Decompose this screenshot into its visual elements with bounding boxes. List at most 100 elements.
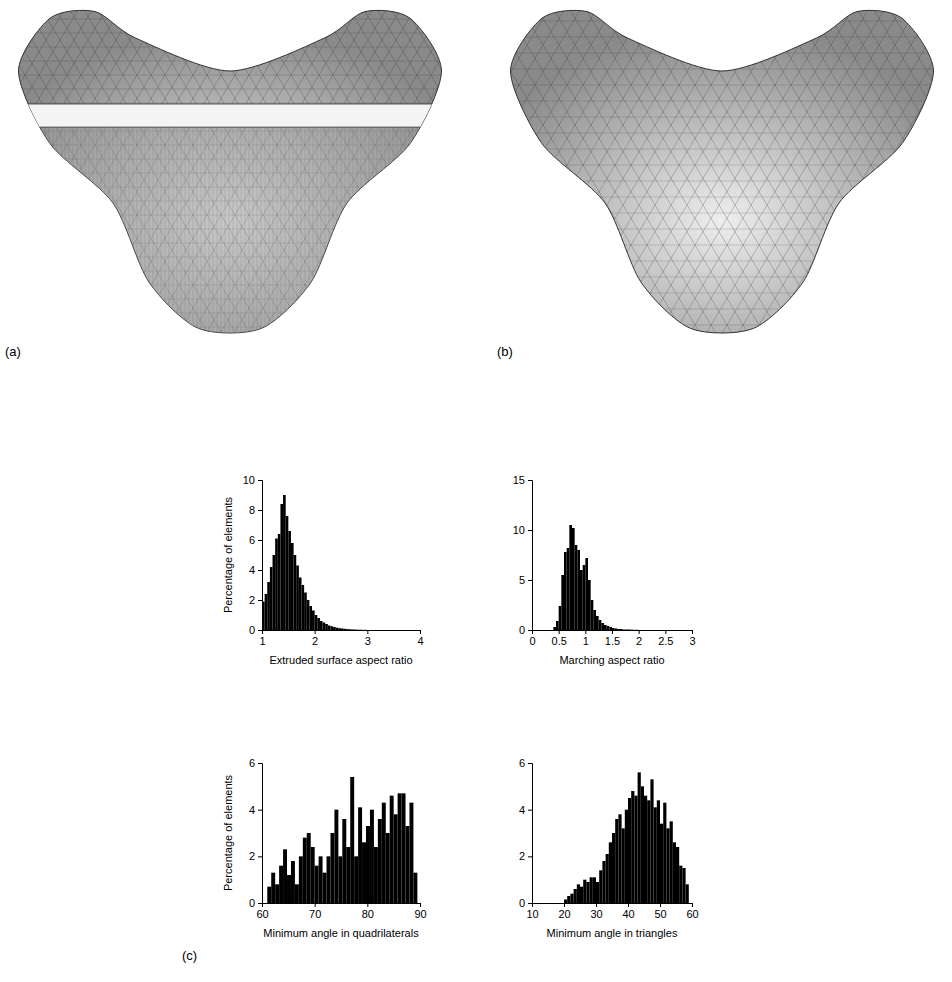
mesh-edge	[125, 124, 126, 335]
mesh-edge	[337, 5, 535, 335]
tick-label: 0	[249, 897, 255, 909]
mesh-render	[0, 5, 952, 342]
mesh-edge	[801, 5, 952, 335]
tick-mark	[258, 570, 262, 571]
mesh-edge	[357, 124, 358, 335]
mesh-lines	[0, 5, 952, 342]
mesh-edge	[551, 5, 749, 335]
bar	[288, 531, 291, 630]
bar	[354, 629, 357, 630]
bar	[644, 796, 647, 903]
bar	[330, 833, 334, 903]
mesh-edge	[727, 5, 925, 335]
mesh-edge	[389, 124, 390, 335]
bar	[307, 833, 311, 903]
bar	[633, 629, 636, 630]
mesh-edge	[181, 124, 182, 335]
mesh-edge	[737, 5, 935, 335]
mesh-edge	[593, 5, 791, 335]
bar	[612, 833, 615, 903]
mesh-edge	[0, 5, 183, 335]
tick: 20	[558, 903, 570, 920]
tick-label: 1	[583, 635, 589, 647]
tick-label: 5	[519, 574, 525, 586]
bar	[311, 847, 315, 903]
bar	[302, 585, 305, 630]
bar	[564, 900, 567, 904]
mesh-edge	[329, 124, 330, 335]
bar	[307, 600, 310, 630]
bar	[303, 838, 307, 903]
mesh-edge	[429, 124, 430, 335]
mesh-edge	[375, 5, 573, 335]
bar	[673, 842, 676, 903]
bar	[556, 621, 559, 630]
x-axis: 1234	[259, 630, 423, 647]
mesh-edge	[823, 5, 952, 335]
mesh-edge	[1, 5, 199, 335]
mesh-edge	[193, 5, 391, 335]
mesh-edge	[497, 149, 947, 150]
tick: 0.5	[552, 630, 567, 647]
mesh-edge	[277, 124, 278, 335]
tick: 70	[309, 903, 321, 920]
mesh-edge	[25, 124, 26, 335]
mesh-edge	[497, 53, 947, 54]
axis-line	[533, 904, 693, 908]
bar	[604, 625, 607, 630]
mesh-edge	[269, 124, 270, 335]
bar	[601, 623, 604, 630]
mesh-edge	[369, 124, 370, 335]
mesh-edge	[5, 5, 455, 6]
mesh-edge	[951, 5, 952, 335]
tick: 0	[529, 630, 535, 647]
bar	[599, 870, 602, 903]
mesh-edge	[93, 124, 94, 335]
bar	[328, 626, 331, 631]
bar	[344, 629, 347, 630]
tick-label: 2	[519, 850, 525, 862]
tick-mark	[367, 903, 368, 907]
mesh-edge	[615, 5, 813, 335]
x-axis: 102030405060	[526, 903, 698, 920]
mesh-edge	[21, 124, 22, 335]
bar	[583, 880, 586, 903]
mesh-edge	[471, 5, 669, 335]
mesh-edge	[833, 5, 952, 335]
mesh-surface	[511, 10, 934, 333]
mesh-edge	[145, 124, 146, 335]
mesh-edge	[425, 124, 426, 335]
mesh-edge	[37, 124, 38, 335]
bar	[299, 856, 303, 903]
bar	[413, 873, 417, 903]
tick-label: 4	[519, 804, 525, 816]
tick: 90	[414, 903, 426, 920]
mesh-edge	[561, 5, 759, 335]
bar	[291, 861, 295, 903]
mesh-edge	[487, 5, 685, 335]
bar	[591, 600, 594, 630]
axis-line	[263, 631, 421, 635]
tick: 2.5	[658, 630, 673, 647]
mesh-edge	[817, 5, 952, 335]
mesh-edge	[133, 124, 134, 335]
tick-label: 2	[249, 594, 255, 606]
bar	[370, 810, 374, 903]
bar	[567, 896, 570, 903]
mesh-edge	[9, 124, 10, 335]
mesh-edge	[137, 124, 138, 335]
mesh-edge	[865, 5, 952, 335]
tick: 2	[519, 850, 532, 862]
bar	[660, 824, 663, 903]
mesh-edge	[301, 124, 302, 335]
bar	[315, 866, 319, 903]
tick-label: 90	[414, 908, 426, 920]
tick: 1.5	[605, 630, 620, 647]
mesh-edge	[407, 5, 605, 335]
bar	[398, 793, 402, 903]
tick-label: 50	[654, 908, 666, 920]
mesh-edge	[17, 124, 18, 335]
x-axis: 00.511.522.53	[529, 630, 695, 647]
bar	[406, 826, 410, 903]
bar	[386, 833, 390, 903]
